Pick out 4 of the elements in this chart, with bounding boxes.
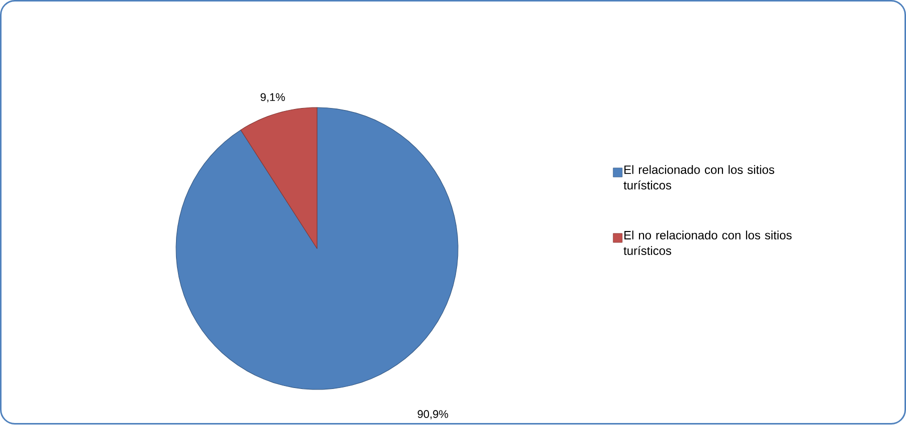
legend-label: El relacionado con los sitios turísticos: [624, 165, 774, 190]
legend-label: El no relacionado con los sitios turísticos: [624, 230, 792, 256]
data-label: 90,9%: [418, 410, 448, 420]
data-label: 9,1%: [260, 93, 285, 103]
